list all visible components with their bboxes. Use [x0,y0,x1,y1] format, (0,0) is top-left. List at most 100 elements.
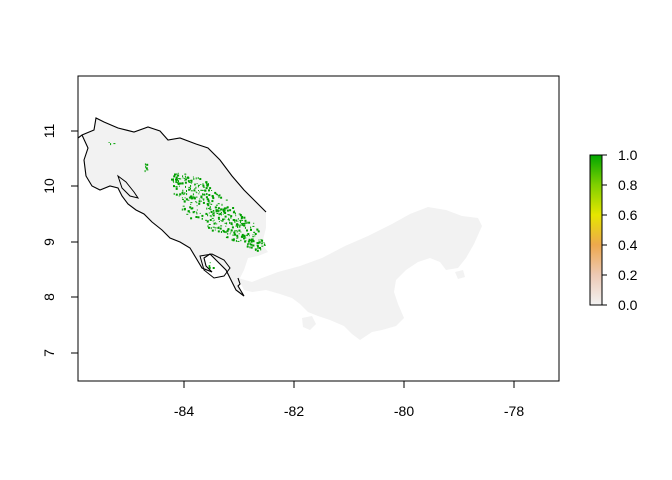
presence-pixel [218,197,220,199]
presence-pixel [239,219,241,221]
presence-pixel [186,193,188,196]
plot-frame [77,75,560,382]
presence-pixel [240,231,242,233]
presence-pixel [224,231,226,233]
presence-pixel [246,245,249,248]
presence-pixel [190,203,192,205]
presence-pixel [245,234,248,236]
presence-pixel [174,173,176,176]
presence-pixel [201,189,204,191]
presence-pixel [179,178,182,180]
presence-pixel [206,198,209,201]
presence-pixel [201,196,203,198]
presence-pixel [261,241,263,243]
presence-pixel [211,195,214,197]
presence-pixel [194,183,197,185]
presence-pixel [188,181,191,183]
presence-pixel [199,198,201,200]
presence-pixel [256,245,259,248]
presence-pixel [210,211,213,213]
presence-pixel [196,183,198,185]
presence-pixel [199,178,202,180]
presence-pixel [233,210,235,212]
presence-pixel [252,238,254,241]
presence-pixel [209,219,212,221]
presence-pixel [241,234,244,237]
presence-pixel [228,214,231,216]
presence-pixel [225,225,227,227]
presence-pixel [227,232,229,235]
presence-pixel [207,204,210,207]
presence-pixel [192,176,194,178]
legend-tick-label: 0.0 [618,297,638,313]
presence-pixel [182,205,185,207]
presence-pixel [225,231,227,234]
presence-pixel [244,222,246,224]
presence-pixel [208,207,210,210]
presence-pixel [211,190,213,191]
presence-pixel [219,227,222,230]
presence-pixel [173,181,175,183]
presence-pixel [222,229,225,231]
presence-pixel [218,218,221,220]
presence-pixel [212,267,215,269]
presence-pixel [234,219,235,221]
presence-pixel [210,216,212,218]
presence-pixel [248,235,250,237]
presence-pixel [248,238,251,241]
presence-pixel [237,240,240,242]
presence-pixel [188,196,190,199]
presence-pixel [263,243,265,246]
presence-pixel [207,200,210,203]
presence-pixel [240,240,242,242]
presence-pixel [213,219,215,221]
presence-pixel [196,205,198,207]
presence-pixel [215,210,218,213]
presence-pixel [257,247,259,250]
presence-pixel [184,192,186,195]
presence-pixel [189,206,192,209]
presence-pixel [220,208,223,211]
presence-pixel [259,247,261,249]
presence-pixel [208,189,210,192]
presence-pixel [222,218,224,221]
presence-pixel [216,209,219,211]
presence-pixel [247,233,250,235]
presence-pixel [234,220,236,223]
presence-pixel [196,212,198,215]
presence-pixel [251,238,253,241]
presence-pixel [226,206,229,209]
presence-pixel [248,221,251,224]
presence-pixel [196,209,198,211]
legend-colorbar [589,154,603,306]
presence-pixel [197,177,199,180]
presence-pixel [190,187,191,190]
presence-pixel [244,240,247,243]
presence-pixel [193,177,195,180]
presence-pixel [203,193,206,196]
presence-pixel [245,220,247,223]
presence-pixel [212,220,214,222]
presence-pixel [219,212,222,215]
legend-tick-label: 0.2 [618,267,638,283]
x-tick-label: -80 [394,403,414,419]
presence-pixel [241,218,243,220]
presence-pixel [195,186,197,189]
presence-pixel [205,219,208,221]
presence-pixel [256,228,258,231]
presence-pixel [218,221,220,223]
presence-pixel [187,179,189,182]
presence-pixel [233,231,236,234]
presence-pixel [220,220,222,221]
presence-pixel [216,207,218,208]
presence-pixel [216,213,219,214]
presence-pixel [249,246,251,249]
panama-island-2 [455,270,465,279]
presence-pixel [182,177,184,179]
presence-pixel [189,212,191,214]
presence-pixel [234,212,236,215]
presence-pixel [207,214,209,217]
presence-pixel [172,179,174,182]
presence-pixel [214,191,217,194]
presence-pixel [227,228,229,230]
